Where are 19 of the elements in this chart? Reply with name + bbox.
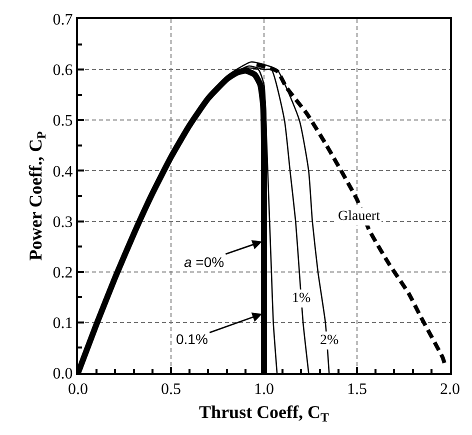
annotation: Glauert bbox=[338, 209, 380, 224]
x-tick-label: 1.5 bbox=[347, 381, 367, 398]
annotation: 1% bbox=[292, 291, 311, 306]
y-tick-label: 0.4 bbox=[52, 163, 73, 180]
annotation: 2% bbox=[320, 333, 339, 348]
x-tick-label: 0.5 bbox=[161, 381, 181, 398]
annotation: 0.1% bbox=[176, 331, 208, 347]
x-tick-label: 1.0 bbox=[254, 381, 274, 398]
x-tick-label: 0.0 bbox=[68, 381, 88, 398]
y-tick-label: 0.7 bbox=[52, 12, 73, 29]
x-axis-title: Thrust Coeff, C$_{T}$ bbox=[199, 402, 330, 425]
y-tick-label: 0.6 bbox=[52, 62, 73, 80]
y-tick-label: 0.0 bbox=[52, 366, 73, 383]
x-tick-label: 2.0 bbox=[440, 381, 460, 398]
y-tick-label: 0.5 bbox=[52, 112, 73, 130]
y-tick-label: 0.3 bbox=[52, 214, 73, 231]
annotation: a =0% bbox=[184, 254, 224, 270]
y-tick-label: 0.2 bbox=[52, 264, 73, 282]
y-tick-label: 0.1 bbox=[52, 315, 73, 332]
